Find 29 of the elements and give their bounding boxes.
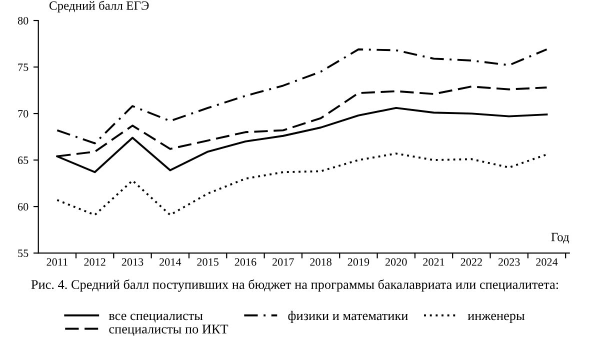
text: Рис. 4. Средний балл поступивших на бюджет на программы бакалавриата или специалитета: [31, 279, 558, 292]
x-tick-label: 2024 [536, 258, 558, 266]
x-tick-label: 2021 [423, 258, 444, 266]
y-tick-label: 80 [18, 16, 28, 24]
y-tick-label: 65 [18, 156, 28, 164]
x-tick-label: 2019 [348, 258, 370, 266]
line-series [56, 152, 548, 216]
x-tick-label: 2013 [122, 258, 144, 266]
y-tick-label: 75 [18, 64, 28, 71]
x-tick-label: 2022 [460, 258, 482, 266]
x-tick-label: 2023 [498, 258, 520, 266]
legend-label: физики и математики [288, 310, 408, 323]
x-tick-label: 2011 [46, 258, 68, 266]
line-series [56, 48, 548, 144]
legend-label: специалисты по ИКТ [109, 324, 228, 336]
y-tick-label: 55 [18, 250, 28, 258]
x-tick-label: 2015 [197, 258, 218, 266]
legend-label: все специалисты [108, 314, 203, 323]
x-tick-label: 2016 [234, 258, 256, 266]
x-tick-label: 2017 [272, 258, 294, 266]
y-axis-title: Средний балл ЕГЭ [49, 0, 149, 12]
x-axis-title: Год [551, 232, 570, 244]
y-tick-label: 70 [18, 110, 28, 118]
legend-label: инженеры [468, 314, 525, 323]
x-tick-label: 2012 [84, 258, 106, 266]
x-tick-label: 2020 [385, 258, 407, 266]
x-tick-label: 2014 [160, 258, 182, 266]
x-tick-label: 2018 [310, 258, 332, 266]
y-tick-label: 60 [18, 203, 28, 211]
